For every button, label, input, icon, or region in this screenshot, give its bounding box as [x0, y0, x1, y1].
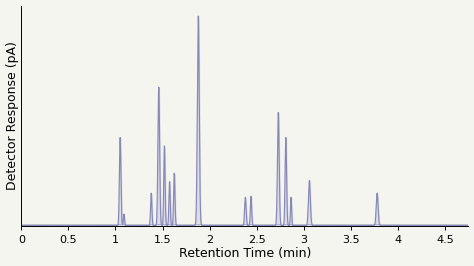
X-axis label: Retention Time (min): Retention Time (min) [179, 247, 311, 260]
Y-axis label: Detector Response (pA): Detector Response (pA) [6, 41, 18, 190]
